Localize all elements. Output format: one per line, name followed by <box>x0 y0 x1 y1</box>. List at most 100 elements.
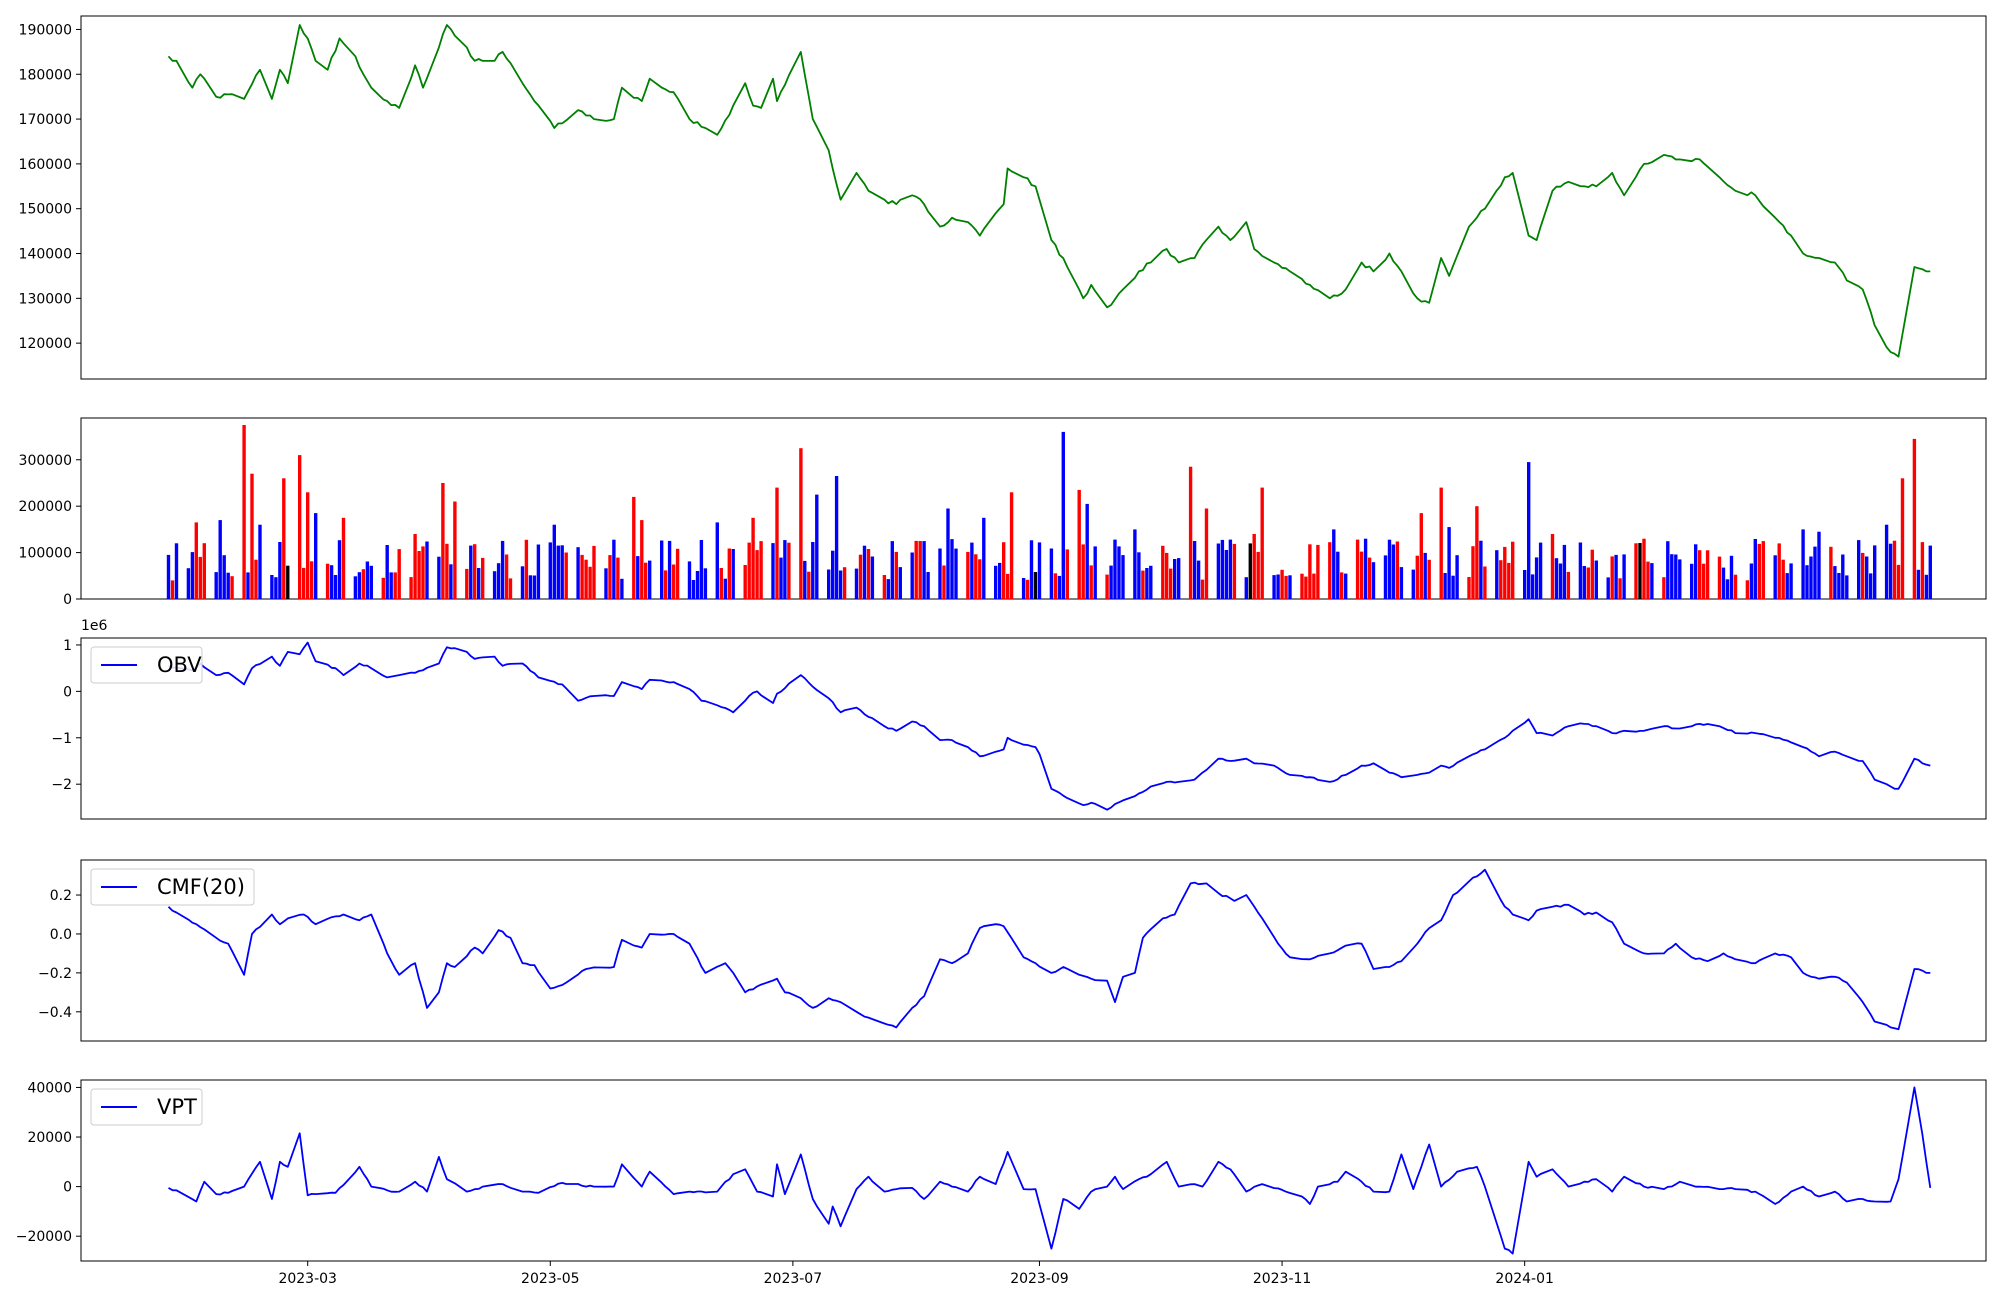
volume-bar <box>1865 556 1869 599</box>
volume-bar <box>616 557 620 599</box>
volume-bar <box>1869 573 1873 599</box>
volume-bar <box>1809 556 1813 599</box>
volume-bar <box>1761 541 1765 599</box>
volume-bar <box>608 555 612 599</box>
volume-bar <box>393 572 397 599</box>
volume-bar <box>1594 560 1598 599</box>
volume-bar <box>417 551 421 599</box>
volume-bar <box>1928 545 1932 599</box>
volume-bar <box>759 541 763 599</box>
volume-bar <box>473 544 477 599</box>
volume-bar <box>481 557 485 599</box>
obv-ytick-label: 1 <box>63 638 72 654</box>
volume-bar <box>198 556 202 599</box>
volume-bar <box>858 554 863 599</box>
volume-bar <box>1550 534 1555 599</box>
volume-bar <box>453 501 457 599</box>
volume-bar <box>1698 550 1702 599</box>
volume-bar <box>1415 555 1419 599</box>
volume-bar <box>250 473 254 599</box>
volume-bar <box>1650 563 1654 599</box>
volume-ytick-label: 300000 <box>19 453 72 469</box>
volume-bar <box>1503 546 1507 599</box>
volume-bar <box>1304 576 1308 599</box>
cmf-ytick-label: −0.2 <box>38 966 72 982</box>
vpt-axes-frame <box>80 1079 1987 1262</box>
volume-bar <box>560 545 564 599</box>
volume-bar <box>787 542 791 599</box>
obv-legend-box <box>90 646 203 684</box>
cmf-panel: −0.4 −0.2 0.0 0.2 CMF(20) <box>38 859 1987 1042</box>
volume-bar <box>282 478 286 599</box>
volume-ytick-label: 0 <box>63 592 72 608</box>
volume-bar <box>632 496 636 599</box>
volume-bar <box>994 565 998 599</box>
volume-bar <box>1785 573 1789 599</box>
volume-bar <box>831 550 835 599</box>
volume-bar <box>1173 559 1177 599</box>
volume-bar <box>890 541 894 599</box>
volume-bar <box>1670 554 1674 599</box>
volume-bar <box>1177 558 1181 599</box>
volume-bar <box>194 522 198 599</box>
vpt-legend-label: VPT <box>157 1095 197 1119</box>
volume-bar <box>1359 551 1364 599</box>
price-ytick-label: 180000 <box>19 67 72 83</box>
volume-bar <box>1479 540 1483 599</box>
volume-bar <box>1121 555 1125 599</box>
volume-bar <box>695 571 700 599</box>
volume-bar <box>1745 580 1750 599</box>
volume-bar <box>389 572 393 599</box>
vpt-ytick-label: 40000 <box>27 1080 72 1096</box>
volume-bar <box>1141 570 1145 599</box>
volume-bar <box>1109 565 1113 599</box>
volume-bar <box>1204 508 1209 599</box>
volume-bar <box>1316 544 1320 599</box>
cmf-ytick-label: 0.0 <box>50 927 72 943</box>
price-ytick-label: 190000 <box>19 22 72 38</box>
volume-bar <box>270 575 274 599</box>
volume-bar <box>254 559 258 599</box>
volume-bar <box>954 548 958 599</box>
volume-bar <box>441 483 445 599</box>
xtick-label: 2023-05 <box>521 1271 580 1287</box>
volume-bar <box>1300 573 1304 599</box>
volume-bar <box>942 565 946 599</box>
volume-bar <box>409 577 413 599</box>
volume-bar <box>314 513 318 599</box>
volume-bar <box>1192 541 1197 599</box>
volume-bar <box>898 567 902 599</box>
volume-bar <box>1813 546 1817 599</box>
xtick-label: 2023-03 <box>278 1271 337 1287</box>
volume-bar <box>870 556 875 599</box>
volume-axes-frame <box>80 417 1987 600</box>
volume-bar <box>1566 571 1571 599</box>
volume-bar <box>1777 543 1781 599</box>
cmf-legend: CMF(20) <box>90 868 255 906</box>
volume-bar <box>1137 552 1141 599</box>
volume-bar <box>1578 542 1583 599</box>
volume-bar <box>914 540 918 599</box>
volume-bar <box>1248 543 1252 599</box>
volume-bar <box>1025 579 1030 599</box>
volume-bar <box>353 576 358 599</box>
volume-bar <box>1586 567 1590 599</box>
volume-bar <box>588 566 592 599</box>
price-ytick-label: 170000 <box>19 112 72 128</box>
volume-bar <box>1773 555 1777 599</box>
volume-bar <box>1383 555 1388 599</box>
volume-bar <box>743 565 747 599</box>
volume-bar <box>799 448 803 599</box>
price-axes-frame <box>80 15 1987 380</box>
volume-bar <box>341 517 346 599</box>
volume-bar <box>842 567 847 599</box>
volume-bar <box>1371 562 1376 599</box>
volume-bar <box>747 542 751 599</box>
volume-bar <box>465 568 469 599</box>
volume-bar <box>1447 527 1451 599</box>
volume-bar <box>663 570 668 599</box>
volume-bar <box>425 541 429 599</box>
volume-bar <box>508 578 513 599</box>
volume-bar <box>1149 565 1153 599</box>
